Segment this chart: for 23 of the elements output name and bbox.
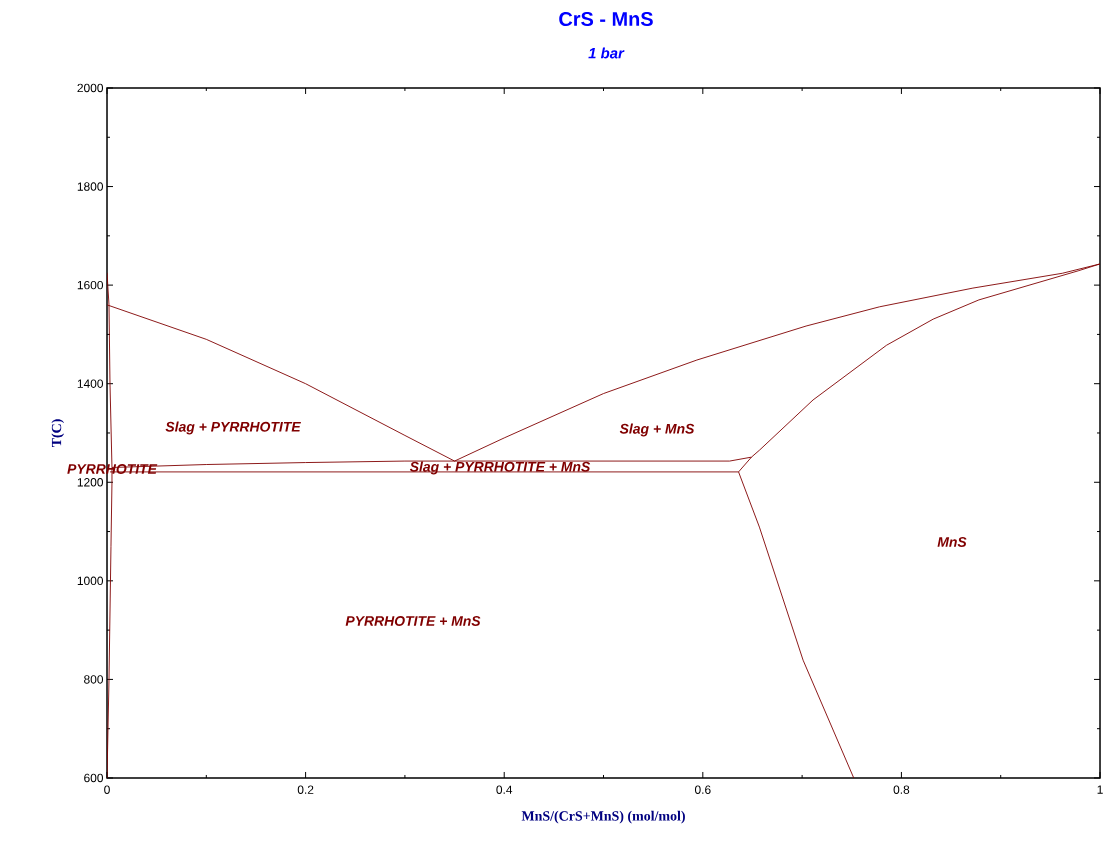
annotation: Slag + MnS [619,423,695,437]
x-axis-title: MnS/(CrS+MnS) (mol/mol) [521,810,685,824]
x-tick-label: 0 [104,785,110,794]
annotation: Slag + PYRRHOTITE [165,421,301,435]
annotation: MnS [937,537,967,547]
x-tick-label: 1 [1097,785,1103,794]
y-tick-label: 1200 [77,478,104,487]
annotation: Slag + PYRRHOTITE + MnS [409,461,591,475]
y-tick-label: 1400 [77,379,104,388]
chart-title: CrS - MnS [559,11,653,27]
y-tick-label: 600 [84,773,104,783]
y-tick-label: 1600 [77,280,104,290]
x-tick-label: 0.6 [694,785,711,794]
x-tick-label: 0.2 [297,785,314,794]
x-tick-label: 0.8 [893,785,910,794]
x-tick-label: 0.4 [496,785,513,794]
y-tick-label: 800 [84,675,104,684]
y-axis-title: T(C) [51,419,65,448]
y-tick-label: 2000 [77,83,104,93]
chart-subtitle: 1 bar [588,47,625,59]
y-tick-label: 1800 [77,182,104,191]
y-tick-label: 1000 [77,576,104,586]
annotation: PYRRHOTITE + MnS [345,616,481,626]
